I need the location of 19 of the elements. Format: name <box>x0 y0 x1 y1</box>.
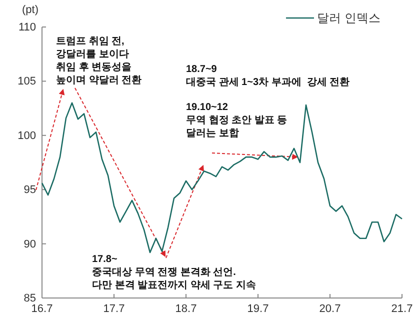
y-tick-label: 110 <box>18 22 36 34</box>
y-tick-label: 100 <box>18 130 36 142</box>
x-tick-label: 16.7 <box>31 302 53 315</box>
annotation: 19.10~12 무역 협정 초안 발표 등 달러는 보합 <box>186 102 288 139</box>
x-tick-label: 19.7 <box>247 302 269 315</box>
x-tick-label: 17.7 <box>103 302 125 315</box>
y-axis-title: (pt) <box>22 4 38 16</box>
y-tick-label: 95 <box>24 184 36 196</box>
annotation: 트럼프 취임 전, 강달러를 보이다 취임 후 변동성을 높이며 약달러 전환 <box>56 36 142 86</box>
y-tick-label: 90 <box>24 238 36 250</box>
annotation: 18.7~9 대중국 관세 1~3차 부과에 강세 전환 <box>186 64 350 88</box>
annotation: 17.8~ 중국대상 무역 전쟁 본격화 선언. 다만 본격 발표전까지 약세 구도 지속 <box>92 254 256 291</box>
line-series <box>41 102 403 254</box>
y-tick-label: 105 <box>18 76 36 88</box>
x-tick-label: 18.7 <box>175 302 197 315</box>
x-tick-label: 21.7 <box>391 302 413 315</box>
x-tick-label: 20.7 <box>319 302 341 315</box>
legend-label: 달러 인덱스 <box>317 11 380 25</box>
y-tick-label: 85 <box>24 292 36 305</box>
